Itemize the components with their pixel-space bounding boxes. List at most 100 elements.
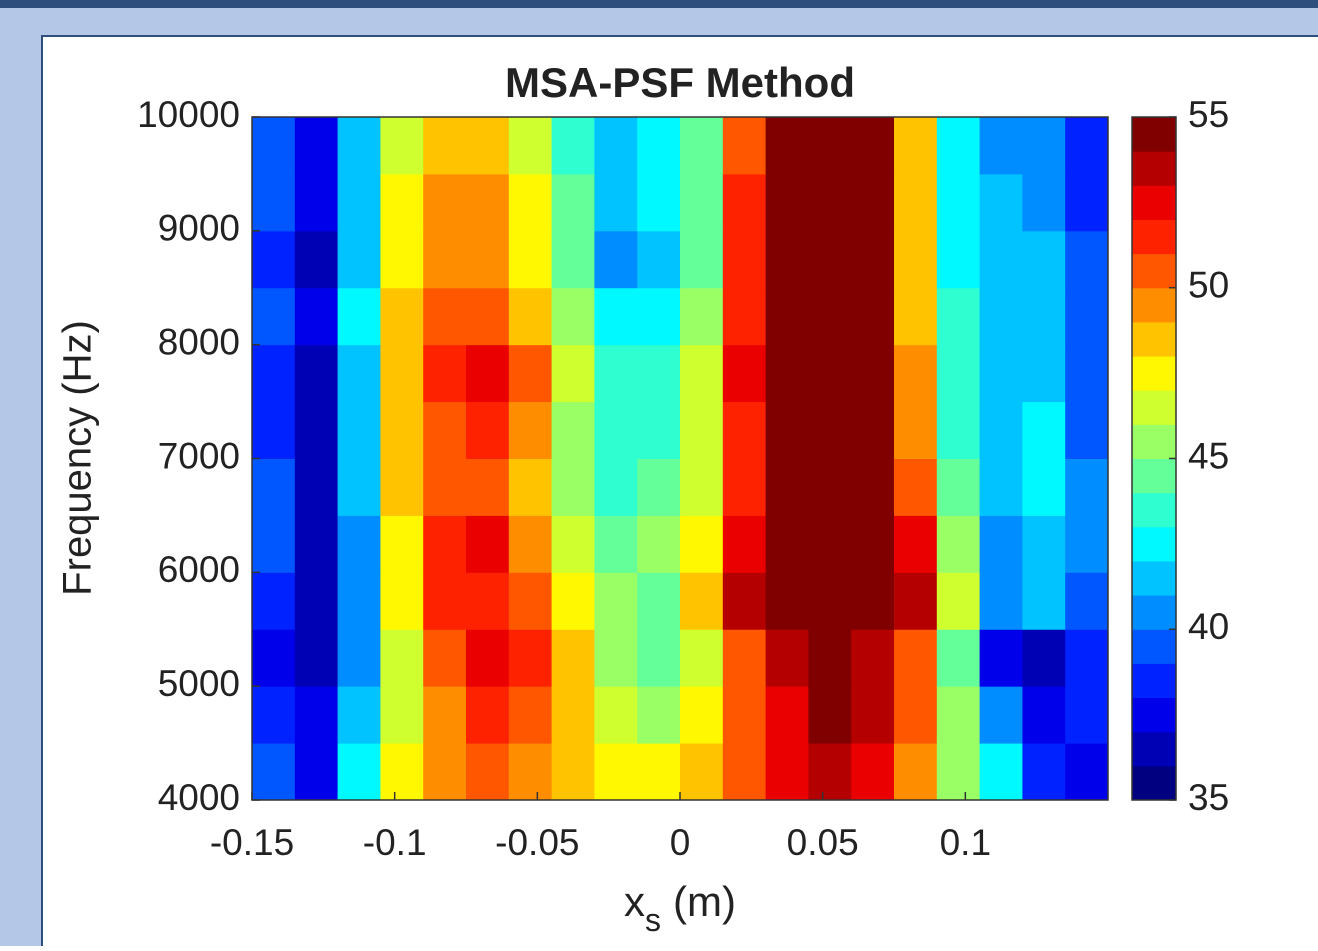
heatmap-cell [466,230,510,289]
heatmap-cell [380,743,424,801]
heatmap-cell [551,686,595,744]
heatmap-cell [979,458,1023,516]
x-axis-label-subscript: s [645,902,661,938]
heatmap-cell [680,743,724,801]
heatmap-cell [423,743,467,801]
heatmap-cell [466,287,510,346]
heatmap-cell [294,117,339,175]
heatmap-cell [722,743,767,801]
heatmap-cell [337,458,381,516]
heatmap-cell [936,572,981,630]
heatmap-cell [294,287,339,346]
heatmap-cell [979,117,1023,175]
heatmap-cell [851,686,895,744]
heatmap-cell [808,173,852,232]
heatmap-cell [252,287,296,346]
heatmap-cell [680,515,724,573]
heatmap-cell [894,173,938,232]
heatmap-cell [1022,572,1066,630]
heatmap-cell [294,344,339,403]
heatmap-cell [380,458,424,516]
heatmap-cell [637,686,681,744]
heatmap-cell [637,458,681,516]
heatmap-cell [551,572,595,630]
heatmap-cell [936,287,981,346]
heatmap-cell [1065,686,1109,744]
heatmap-cell [936,743,981,801]
heatmap-cell [1022,117,1066,175]
colorbar-step [1132,697,1176,733]
heatmap-cell [466,344,510,403]
heatmap-cell [466,401,510,459]
heatmap-cell [1022,230,1066,289]
colorbar-step [1132,185,1176,220]
heatmap-cell [894,344,938,403]
heatmap-cell [252,117,296,175]
heatmap-cell [551,287,595,346]
heatmap-cell [551,743,595,801]
heatmap-cell [337,686,381,744]
heatmap-cell [765,173,809,232]
heatmap-cell [808,401,852,459]
heatmap-cell [765,686,809,744]
heatmap-cell [337,117,381,175]
heatmap-cell [380,686,424,744]
heatmap-cell [680,686,724,744]
heatmap-cell [1022,743,1066,801]
heatmap-cell [808,572,852,630]
heatmap-cell [380,515,424,573]
heatmap-cell [680,344,724,403]
heatmap-cell [594,117,638,175]
heatmap-cell [851,117,895,175]
colorbar-tick-label: 40 [1188,606,1229,647]
heatmap-cell [808,515,852,573]
heatmap-cell [252,686,296,744]
colorbar-step [1132,424,1176,459]
heatmap-cell [637,515,681,573]
heatmap-cell [252,401,296,459]
colorbar-step [1132,765,1176,801]
heatmap-cell [551,515,595,573]
heatmap-cell [594,344,638,403]
heatmap-cell [423,230,467,289]
heatmap-cell [936,401,981,459]
heatmap-cell [851,287,895,346]
heatmap-cell [508,117,553,175]
heatmap-cell [380,629,424,687]
heatmap-cell [594,287,638,346]
heatmap-cell [252,515,296,573]
heatmap-cell [337,344,381,403]
heatmap-cell [637,230,681,289]
heatmap-cell [594,458,638,516]
heatmap-cell [594,743,638,801]
colorbar-step [1132,253,1176,289]
chart-title: MSA-PSF Method [505,59,855,106]
heatmap-cell [765,230,809,289]
heatmap-cell [637,117,681,175]
y-axis-label: Frequency (Hz) [56,320,100,596]
heatmap-cell [936,515,981,573]
heatmap-cell [252,629,296,687]
heatmap-cell [294,743,339,801]
heatmap-cell [252,572,296,630]
heatmap-cell [765,515,809,573]
heatmap-cell [1022,629,1066,687]
colorbar-step [1132,287,1176,323]
colorbar-step [1132,356,1176,391]
heatmap-cell [1065,515,1109,573]
heatmap-cell [936,117,981,175]
colorbar-step [1132,321,1176,357]
x-tick-label: -0.15 [210,822,294,863]
x-axis-label: xs (m) [624,878,736,938]
heatmap-cell [979,401,1023,459]
heatmap-cell [294,173,339,232]
heatmap-cell [423,686,467,744]
heatmap-cell [594,515,638,573]
heatmap-cell [551,173,595,232]
colorbar-step [1132,629,1176,664]
heatmap-cell [936,230,981,289]
heatmap-cell [1022,401,1066,459]
heatmap-cell [680,287,724,346]
colorbar-tick-label: 55 [1188,94,1229,135]
